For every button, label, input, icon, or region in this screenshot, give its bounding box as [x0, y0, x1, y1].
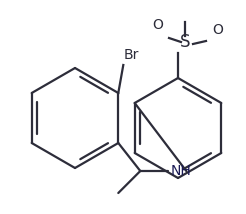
- Text: S: S: [180, 33, 190, 51]
- Text: NH: NH: [170, 164, 191, 178]
- Text: O: O: [212, 23, 223, 37]
- Text: O: O: [152, 18, 163, 32]
- Text: Br: Br: [123, 48, 139, 62]
